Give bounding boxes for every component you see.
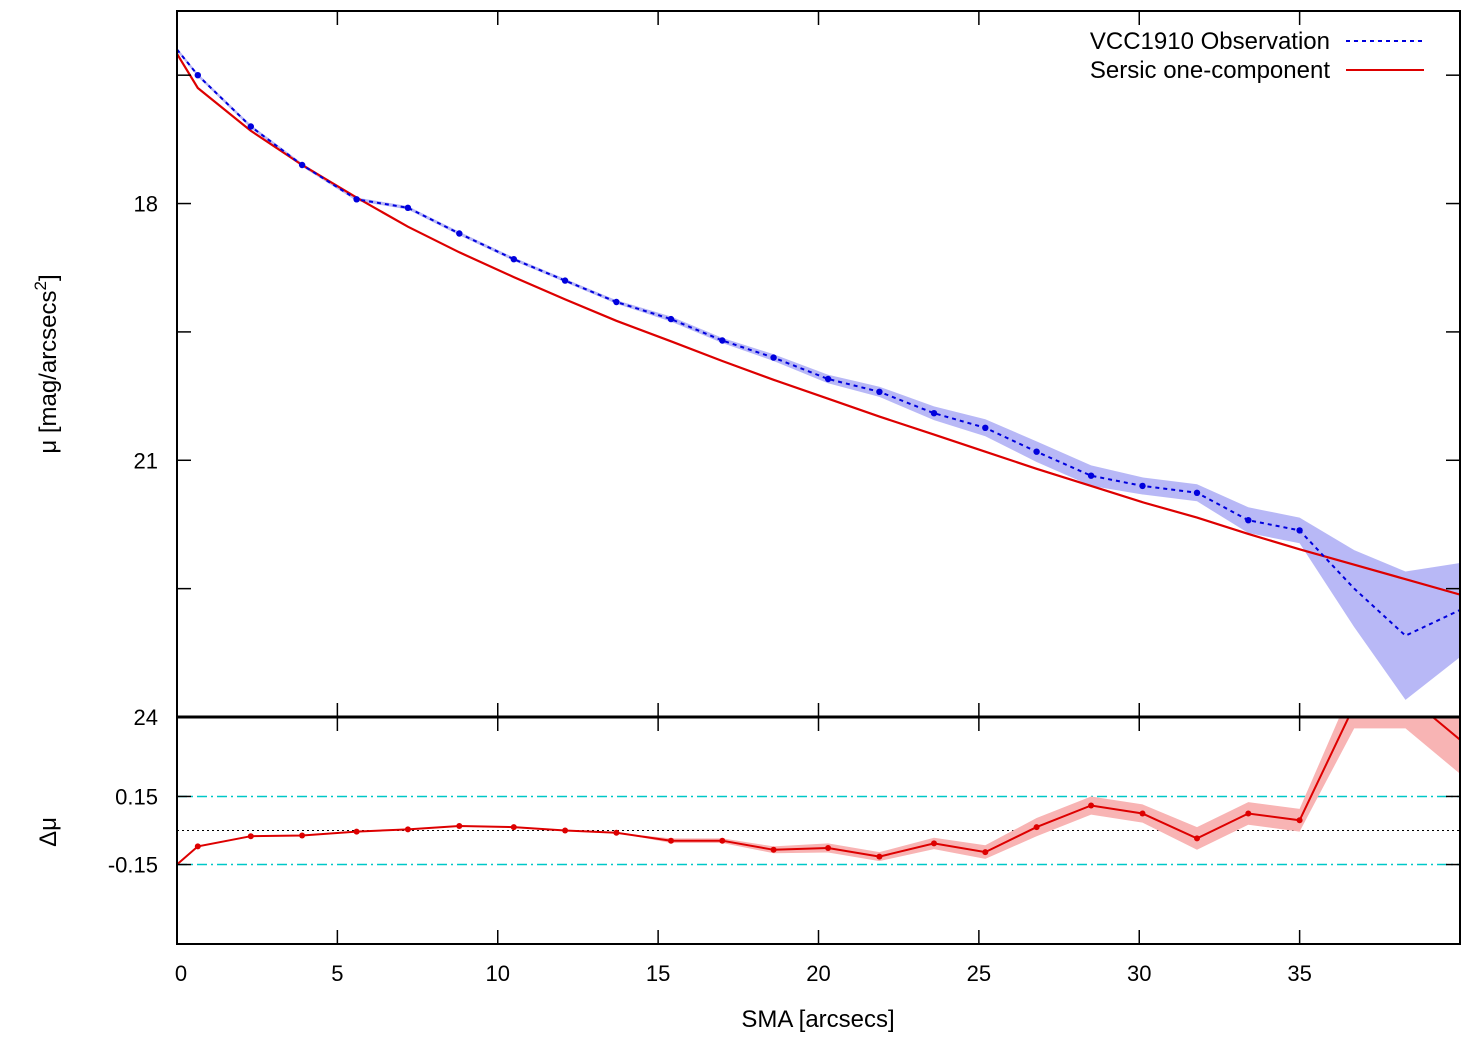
bottom-y-tick-label: 0.15 xyxy=(115,784,158,809)
top-y-axis-label: μ [mag/arcsecs2] xyxy=(31,274,62,453)
residual-point xyxy=(931,840,937,847)
observation-point xyxy=(1033,448,1040,455)
legend-entry-observation: VCC1910 Observation xyxy=(1090,28,1330,55)
observation-point xyxy=(298,161,306,169)
top-series-layer xyxy=(177,48,1460,637)
observation-point xyxy=(1296,527,1303,534)
residual-point xyxy=(562,827,569,834)
observation-point xyxy=(1087,472,1095,479)
observation-point xyxy=(982,424,989,431)
x-tick-label: 0 xyxy=(175,961,187,986)
residual-point xyxy=(247,833,254,840)
x-tick-label: 10 xyxy=(486,961,510,986)
observation-point xyxy=(247,123,254,130)
top-y-axis-label-main: μ [mag/arcsecs xyxy=(35,290,62,453)
tick-marks-layer xyxy=(177,11,1460,944)
top-uncertainty-band-layer xyxy=(177,47,1460,700)
top-panel-frame xyxy=(176,10,1461,718)
residual-point xyxy=(668,837,674,844)
observation-point xyxy=(194,72,201,79)
observation-point xyxy=(824,375,832,383)
residual-point xyxy=(876,853,883,860)
bottom-residual-layer xyxy=(177,717,1460,866)
residual-point xyxy=(1245,810,1252,817)
x-tick-label: 35 xyxy=(1287,961,1311,986)
x-tick-label: 30 xyxy=(1127,961,1151,986)
residual-point xyxy=(1088,802,1095,809)
residual-point xyxy=(825,845,832,851)
observation-point xyxy=(1139,482,1146,490)
bottom-y-axis-label: Δμ xyxy=(35,817,62,847)
residual-point xyxy=(510,824,517,831)
top-y-tick-label: 21 xyxy=(134,448,158,473)
observation-point xyxy=(719,337,726,344)
x-tick-label: 25 xyxy=(967,961,991,986)
residual-point xyxy=(1139,810,1146,817)
residual-line xyxy=(177,717,1460,866)
residual-point xyxy=(1296,817,1303,824)
residual-point xyxy=(404,826,411,833)
observation-point xyxy=(456,230,463,237)
residual-point xyxy=(194,843,201,850)
residual-point xyxy=(719,837,726,844)
tick-labels-layer: 0 5 10 15 20 25 30 35 18 21 24 0.15 -0.15 xyxy=(108,192,1312,986)
observation-point xyxy=(1245,517,1252,524)
residual-point xyxy=(770,846,777,853)
observation-line xyxy=(177,48,1460,637)
residual-point xyxy=(1194,835,1200,842)
bottom-reference-lines-layer xyxy=(177,795,1460,866)
x-tick-label: 5 xyxy=(331,961,343,986)
observation-point xyxy=(510,256,517,263)
observation-point xyxy=(353,196,360,203)
observation-point xyxy=(876,388,883,395)
sersic-fit-line xyxy=(177,53,1460,596)
bottom-uncertainty-band-layer xyxy=(177,717,1460,865)
legend-entry-sersic: Sersic one-component xyxy=(1090,57,1330,84)
residual-point xyxy=(353,828,360,835)
residual-point xyxy=(613,829,620,836)
observation-point xyxy=(613,298,620,306)
residual-uncertainty-band xyxy=(177,717,1460,865)
observation-point xyxy=(930,410,938,417)
residual-point xyxy=(299,832,306,839)
x-tick-label: 15 xyxy=(646,961,670,986)
x-tick-label: 20 xyxy=(806,961,830,986)
x-axis-label: SMA [arcsecs] xyxy=(741,1006,894,1033)
residual-point xyxy=(456,823,463,829)
residual-point xyxy=(982,849,989,856)
top-y-axis-label-sup: 2 xyxy=(31,281,50,290)
legend: VCC1910 Observation Sersic one-component xyxy=(1090,28,1424,84)
observation-point xyxy=(770,354,777,361)
top-y-tick-label: 18 xyxy=(134,192,158,217)
observation-uncertainty-band xyxy=(177,47,1460,700)
bottom-y-tick-label: -0.15 xyxy=(108,853,158,878)
observation-point xyxy=(561,277,569,284)
residual-point xyxy=(1033,824,1040,831)
top-y-tick-label: 24 xyxy=(134,705,158,730)
top-y-axis-label-close: ] xyxy=(35,274,62,281)
observation-point xyxy=(404,204,412,211)
observation-point xyxy=(667,315,675,323)
observation-point xyxy=(1193,489,1201,496)
